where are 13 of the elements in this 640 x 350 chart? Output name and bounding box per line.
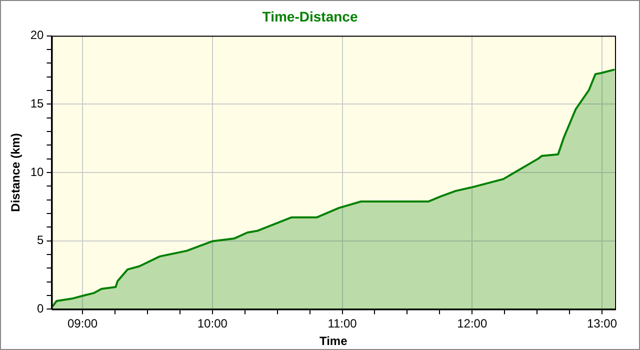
x-tick-label: 09:00 [68,316,98,331]
y-tick-label: 5 [37,233,44,248]
x-tick-label: 11:00 [328,316,358,331]
x-tick-label: 13:00 [586,316,618,331]
chart-title: Time-Distance [262,8,358,24]
y-tick-label: 20 [30,28,44,42]
y-axis-title: Distance (km) [8,133,23,212]
x-tick-label: 10:00 [197,316,228,331]
x-tick-label: 12:00 [457,316,488,331]
y-tick-label: 15 [30,96,44,110]
x-axis-title: Time [319,334,348,348]
y-tick-label: 10 [30,164,44,179]
y-tick-label: 0 [37,302,44,316]
